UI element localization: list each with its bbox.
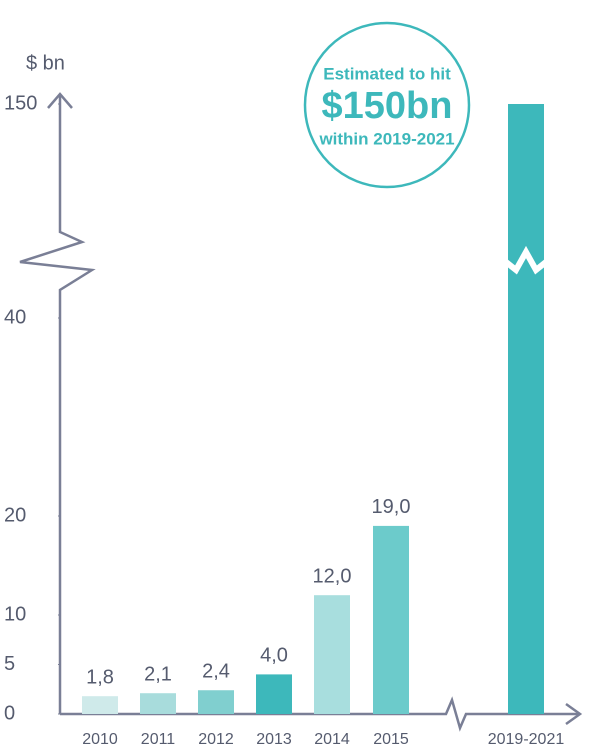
annotation-text: $150bn [322, 85, 453, 127]
bar [373, 525, 409, 714]
y-tick-label: 150 [4, 92, 37, 114]
bar [314, 595, 350, 714]
y-axis-label: $ bn [26, 52, 65, 74]
value-label: 2,4 [202, 661, 230, 683]
bar [256, 674, 292, 714]
bar [82, 696, 118, 714]
y-tick-label: 5 [4, 653, 15, 675]
annotation-circle [303, 21, 471, 189]
x-tick-label: 2019-2021 [488, 731, 565, 748]
value-label: 2,1 [144, 663, 172, 685]
y-tick-label: 20 [4, 504, 26, 526]
bar [198, 690, 234, 714]
annotation-text: within 2019-2021 [318, 129, 454, 148]
axes [19, 92, 583, 732]
value-label: 12,0 [313, 565, 352, 587]
y-tick-label: 10 [4, 603, 26, 625]
x-tick-label: 2012 [198, 731, 234, 748]
bar [508, 104, 544, 714]
bar-break [504, 245, 548, 275]
y-tick-label: 40 [4, 306, 26, 328]
value-label: 4,0 [260, 645, 288, 667]
x-tick-label: 2011 [141, 731, 176, 748]
annotation-text: Estimated to hit [323, 64, 451, 83]
x-tick-label: 2010 [82, 731, 118, 748]
x-tick-label: 2015 [373, 731, 409, 748]
x-tick-label: 2013 [256, 731, 292, 748]
value-label: 19,0 [372, 496, 411, 518]
y-tick-label: 0 [4, 702, 15, 724]
value-label: 1,8 [86, 666, 114, 688]
bar [140, 693, 176, 714]
x-tick-label: 2014 [314, 731, 350, 748]
